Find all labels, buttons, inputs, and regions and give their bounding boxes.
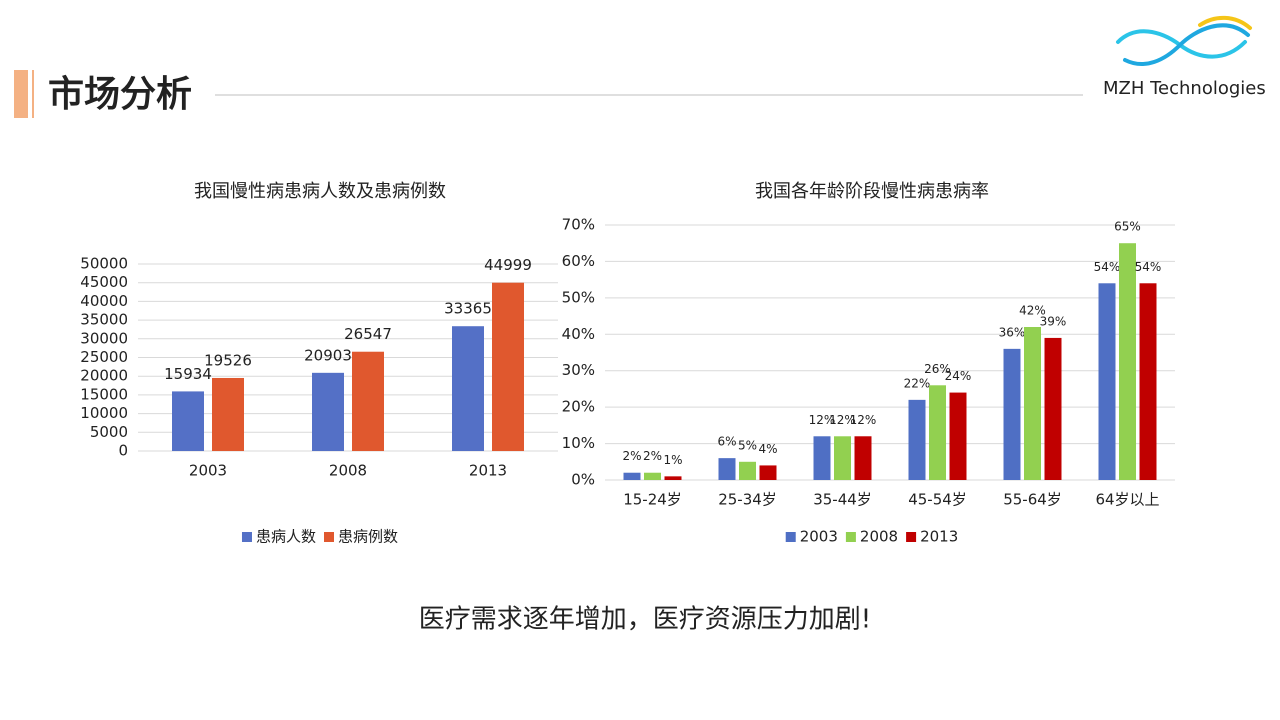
y-tick-label: 25000	[80, 348, 128, 366]
data-label: 39%	[1040, 314, 1067, 328]
data-label: 42%	[1019, 304, 1046, 318]
data-label: 44999	[484, 256, 532, 274]
legend: 患病人数 患病例数	[241, 528, 398, 546]
data-label: 36%	[999, 325, 1026, 339]
data-label: 19526	[204, 351, 252, 369]
bar	[1119, 243, 1136, 480]
data-label: 1%	[663, 453, 682, 467]
x-tick-label: 55-64岁	[1003, 491, 1062, 509]
y-tick-label: 20000	[80, 367, 128, 385]
chart-title: 我国各年龄阶段慢性病患病率	[755, 181, 989, 202]
data-label: 54%	[1135, 260, 1162, 274]
bar	[813, 436, 831, 480]
y-tick-label: 50%	[562, 288, 595, 306]
x-tick-label: 2013	[469, 462, 507, 480]
x-tick-label: 2003	[189, 462, 227, 480]
y-tick-label: 10000	[80, 404, 128, 422]
data-label: 15934	[164, 365, 212, 383]
y-tick-label: 40%	[562, 325, 595, 343]
chart-title: 我国慢性病患病人数及患病例数	[194, 181, 446, 202]
bar	[212, 377, 244, 451]
bar	[854, 436, 872, 480]
y-tick-label: 10%	[562, 434, 595, 452]
bar	[664, 476, 682, 480]
bar	[1098, 283, 1116, 480]
bar	[352, 351, 384, 451]
data-label: 2%	[622, 449, 641, 463]
bar	[623, 472, 641, 480]
legend-label: 2013	[920, 528, 958, 546]
data-label: 20903	[304, 346, 352, 364]
bar	[949, 392, 967, 480]
legend-swatch	[906, 532, 917, 542]
conclusion: 医疗需求逐年增加，医疗资源压力加剧!	[419, 605, 871, 635]
y-tick-label: 15000	[80, 385, 128, 403]
legend: 2003 2008 2013	[785, 528, 958, 546]
y-tick-label: 45000	[80, 273, 128, 291]
x-tick-label: 2008	[329, 462, 367, 480]
legend-label: 2008	[860, 528, 898, 546]
x-tick-label: 64岁以上	[1095, 491, 1159, 509]
y-tick-label: 70%	[562, 216, 595, 234]
bar	[908, 399, 926, 480]
x-tick-label: 15-24岁	[623, 491, 682, 509]
data-label: 22%	[904, 376, 931, 390]
y-tick-label: 5000	[90, 423, 128, 441]
bar	[739, 461, 756, 480]
legend-swatch	[785, 532, 796, 542]
x-tick-label: 35-44岁	[813, 491, 872, 509]
bar	[172, 391, 204, 451]
y-tick-label: 30000	[80, 329, 128, 347]
legend-label: 患病例数	[338, 528, 398, 546]
bar	[1044, 337, 1062, 480]
data-label: 54%	[1094, 260, 1121, 274]
y-tick-label: 20%	[562, 398, 595, 416]
data-label: 12%	[809, 413, 836, 427]
bar	[492, 282, 524, 451]
x-tick-label: 45-54岁	[908, 491, 967, 509]
data-label: 2%	[643, 449, 662, 463]
logo-text: MZH Technologies	[1103, 78, 1266, 99]
bar	[452, 326, 484, 451]
bar	[1003, 348, 1021, 480]
bar	[718, 458, 736, 480]
legend-swatch	[324, 532, 334, 542]
legend-label: 患病人数	[256, 528, 316, 546]
data-label: 12%	[829, 413, 856, 427]
x-tick-label: 25-34岁	[718, 491, 777, 509]
bar	[929, 385, 946, 480]
data-label: 65%	[1114, 220, 1141, 234]
y-tick-label: 0	[118, 442, 128, 460]
bar	[1139, 283, 1157, 480]
bar	[644, 472, 661, 480]
data-label: 12%	[850, 413, 877, 427]
data-label: 4%	[758, 442, 777, 456]
bar	[312, 372, 344, 451]
y-tick-label: 35000	[80, 311, 128, 329]
bar	[759, 465, 777, 480]
bar	[834, 436, 851, 480]
data-label: 24%	[945, 369, 972, 383]
y-tick-label: 50000	[80, 255, 128, 273]
data-label: 5%	[738, 438, 757, 452]
y-tick-label: 0%	[571, 471, 595, 489]
title-accent	[14, 70, 28, 118]
data-label: 6%	[717, 435, 736, 449]
bar	[1024, 327, 1041, 480]
y-tick-label: 30%	[562, 361, 595, 379]
legend-label: 2003	[800, 528, 838, 546]
y-tick-label: 40000	[80, 292, 128, 310]
data-label: 26547	[344, 325, 392, 343]
data-label: 26%	[924, 362, 951, 376]
data-label: 33365	[444, 300, 492, 318]
logo-mark	[1116, 15, 1252, 66]
y-tick-label: 60%	[562, 252, 595, 270]
legend-swatch	[241, 532, 252, 542]
legend-swatch	[845, 532, 856, 542]
page-title: 市场分析	[48, 74, 192, 115]
